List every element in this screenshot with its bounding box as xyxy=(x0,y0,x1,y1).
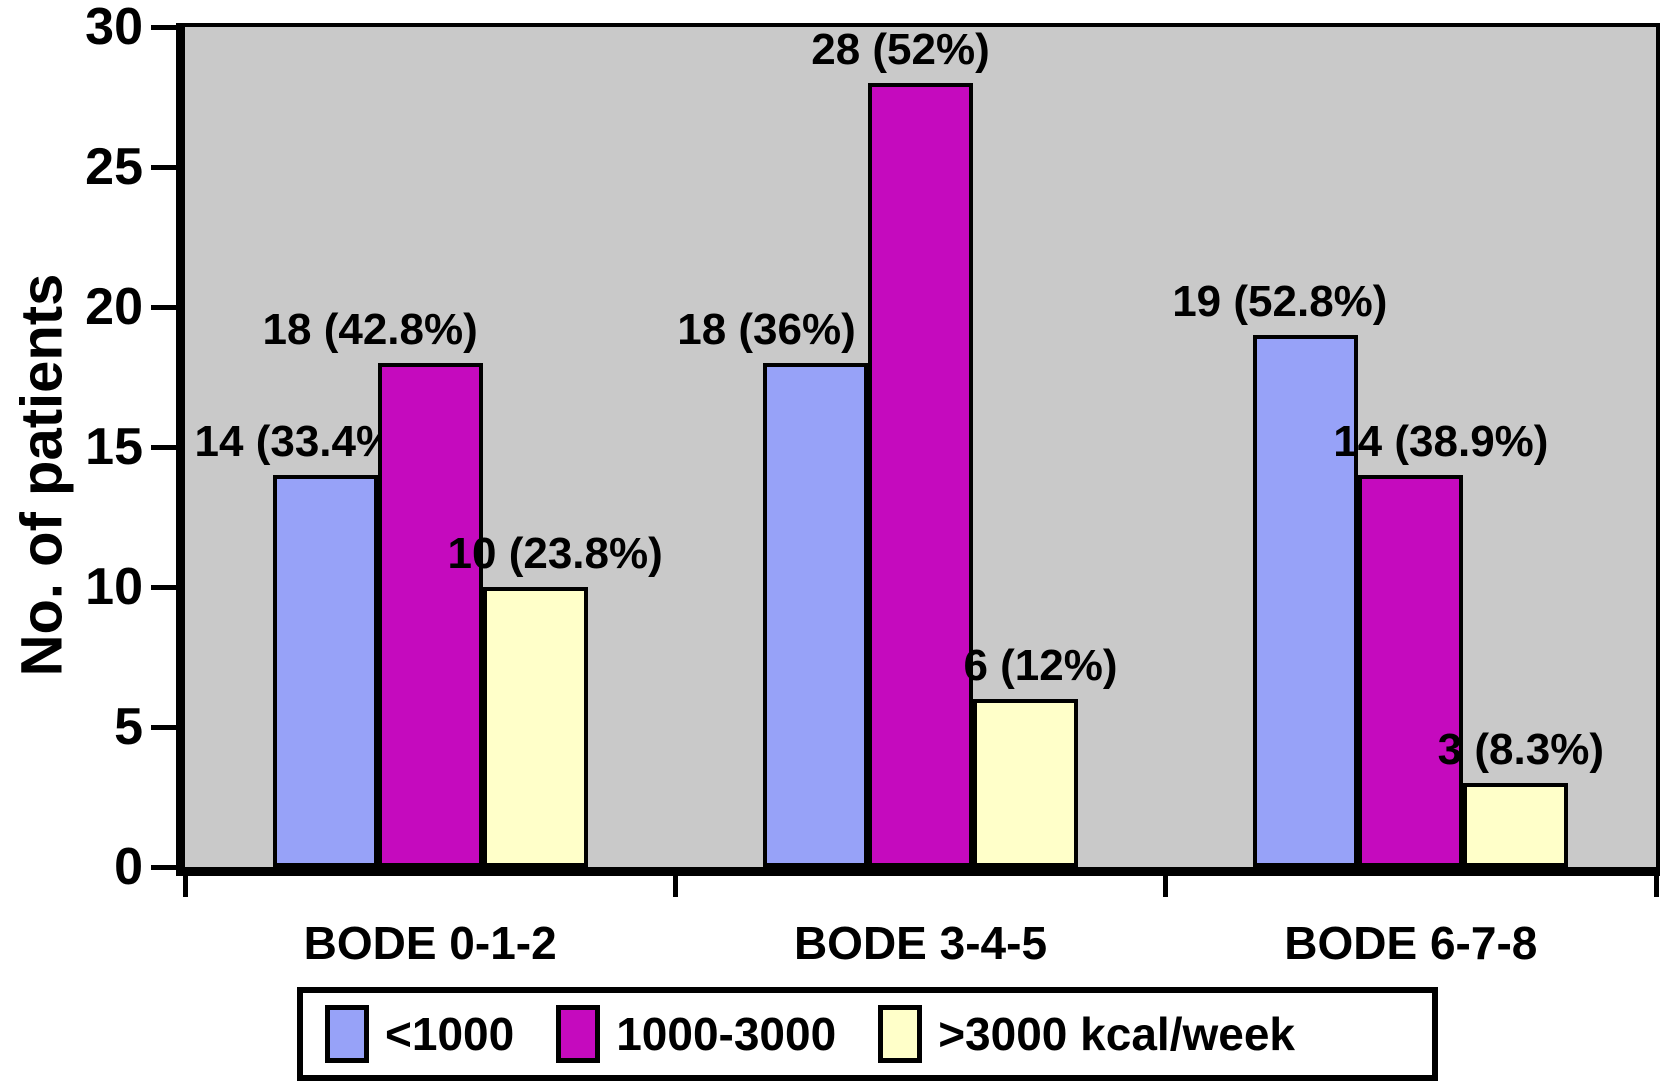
bar xyxy=(1358,475,1464,867)
y-axis-tick xyxy=(151,444,178,450)
legend-swatch xyxy=(325,1005,369,1063)
y-axis-tick xyxy=(151,304,178,310)
legend-label: <1000 xyxy=(385,1008,515,1060)
y-axis-tick-label: 5 xyxy=(114,698,143,756)
legend: <1000 1000-3000 >3000 kcal/week xyxy=(297,987,1438,1081)
y-axis-tick xyxy=(151,724,178,730)
bar-value-label: 19 (52.8%) xyxy=(1172,276,1388,326)
bar xyxy=(482,587,588,867)
y-axis-tick xyxy=(151,584,178,590)
x-axis-tick xyxy=(1163,876,1169,897)
x-axis-tick xyxy=(672,876,678,897)
bar-value-label: 3 (8.3%) xyxy=(1437,724,1604,774)
x-axis-tick xyxy=(182,876,188,897)
bar-value-label: 28 (52%) xyxy=(811,24,990,74)
plot-area: 14 (33.4%) 18 (42.8%) 10 (23.8%) 18 (36%) 28… xyxy=(176,23,1660,876)
bar-value-label: 18 (42.8%) xyxy=(262,304,478,354)
legend-item: 1000-3000 xyxy=(556,1005,836,1063)
y-axis-tick-label: 10 xyxy=(85,558,143,616)
bar xyxy=(763,363,868,867)
legend-item: >3000 kcal/week xyxy=(878,1005,1295,1063)
legend-swatch xyxy=(878,1005,923,1063)
y-axis-tick xyxy=(151,164,178,170)
y-axis-tick xyxy=(151,864,178,870)
y-axis-tick xyxy=(151,24,178,30)
y-axis-tick-label: 0 xyxy=(114,838,143,896)
bar-value-label: 18 (36%) xyxy=(677,304,856,354)
legend-swatch xyxy=(556,1005,601,1063)
bar xyxy=(272,475,378,867)
y-axis-tick-label: 25 xyxy=(85,138,143,196)
bar xyxy=(1463,783,1569,867)
legend-label: >3000 kcal/week xyxy=(938,1008,1296,1060)
bar-value-label: 6 (12%) xyxy=(963,640,1118,690)
x-axis-tick xyxy=(1653,876,1659,897)
legend-item: <1000 xyxy=(325,1005,514,1063)
bar xyxy=(1253,335,1359,867)
bar xyxy=(868,83,973,867)
x-axis-category-label: BODE 0-1-2 xyxy=(303,917,557,969)
bar-value-label: 14 (38.9%) xyxy=(1333,416,1549,466)
bar-value-label: 14 (33.4%) xyxy=(194,416,410,466)
legend-label: 1000-3000 xyxy=(616,1008,837,1060)
x-axis-category-label: BODE 6-7-8 xyxy=(1284,917,1538,969)
bar xyxy=(377,363,483,867)
bar xyxy=(973,699,1078,867)
bar-value-label: 10 (23.8%) xyxy=(447,528,663,578)
y-axis-tick-label: 15 xyxy=(85,418,143,476)
y-axis-tick-label: 20 xyxy=(85,278,143,336)
x-axis-category-label: BODE 3-4-5 xyxy=(793,917,1048,969)
y-axis-tick-label: 30 xyxy=(85,0,143,56)
